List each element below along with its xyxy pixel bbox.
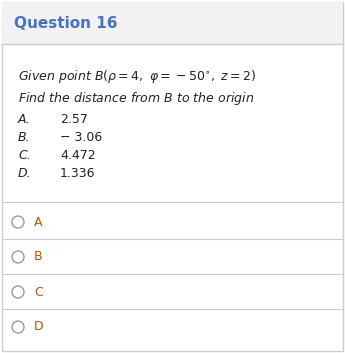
Text: − 3.06: − 3.06 <box>60 131 102 144</box>
Text: C.: C. <box>18 149 31 162</box>
Text: B: B <box>34 251 43 263</box>
Text: $\mathit{Find\ the\ distance\ from\ B\ to\ the\ origin}$: $\mathit{Find\ the\ distance\ from\ B\ t… <box>18 90 254 107</box>
Text: 4.472: 4.472 <box>60 149 96 162</box>
Text: B.: B. <box>18 131 31 144</box>
Bar <box>2 2 343 44</box>
Text: D.: D. <box>18 167 32 180</box>
Text: D: D <box>34 321 43 334</box>
Text: Question 16: Question 16 <box>14 16 118 30</box>
Text: 2.57: 2.57 <box>60 113 88 126</box>
Text: 1.336: 1.336 <box>60 167 96 180</box>
Text: C: C <box>34 286 43 299</box>
Text: $\mathit{Given\ point\ B}(\rho = 4,\ \varphi = -50^{\circ},\ z = 2)$: $\mathit{Given\ point\ B}(\rho = 4,\ \va… <box>18 68 256 85</box>
Text: A: A <box>34 215 42 228</box>
Text: A.: A. <box>18 113 31 126</box>
